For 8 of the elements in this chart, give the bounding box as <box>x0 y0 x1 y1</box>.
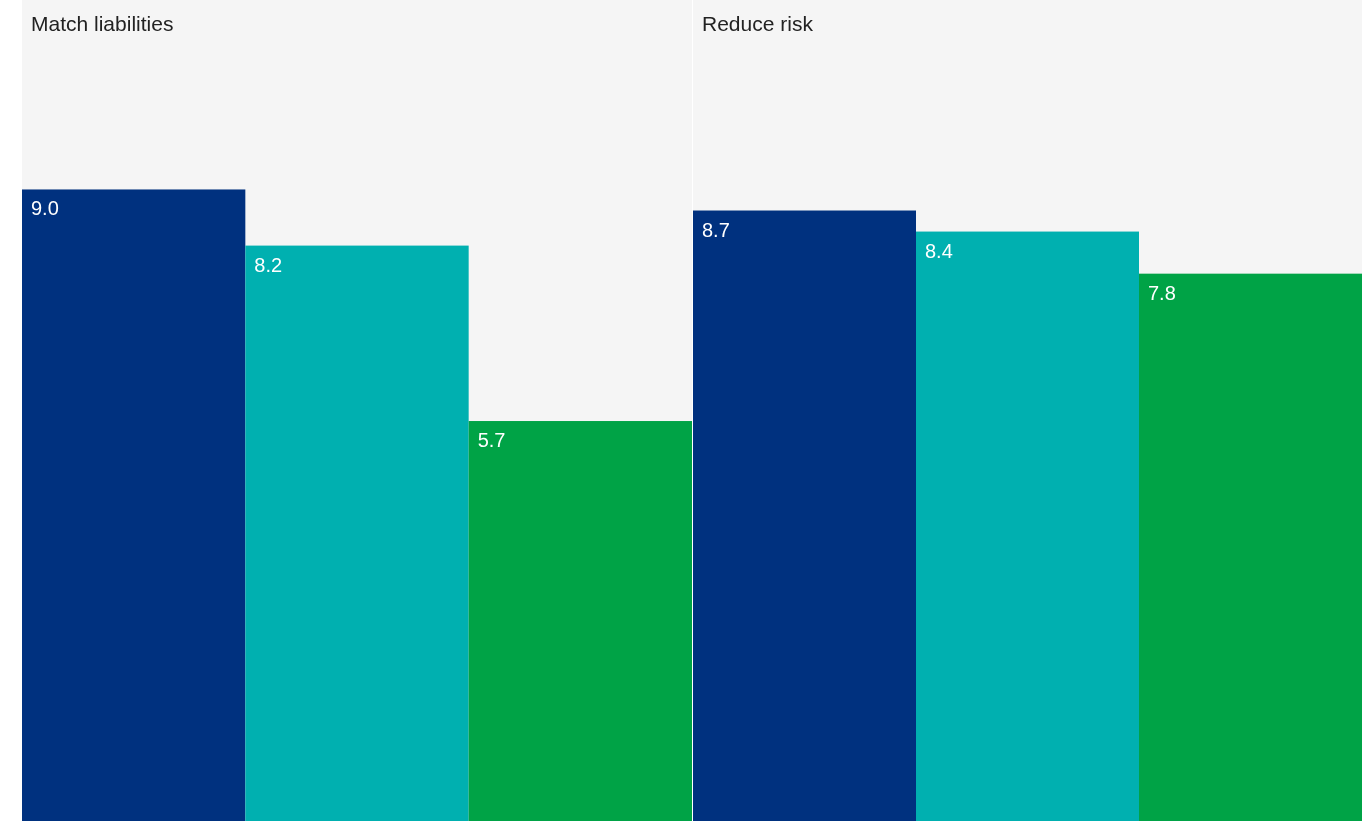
data-label: 8.2 <box>254 253 283 276</box>
data-label: 8.7 <box>702 218 730 241</box>
text: Reduce risk <box>702 12 814 35</box>
data-label: 5.7 <box>477 429 506 452</box>
data-label: 7.8 <box>1148 281 1176 304</box>
text: Match liabilities <box>31 12 174 35</box>
data-label: 8.4 <box>925 239 953 262</box>
data-label: 9.0 <box>31 197 59 220</box>
